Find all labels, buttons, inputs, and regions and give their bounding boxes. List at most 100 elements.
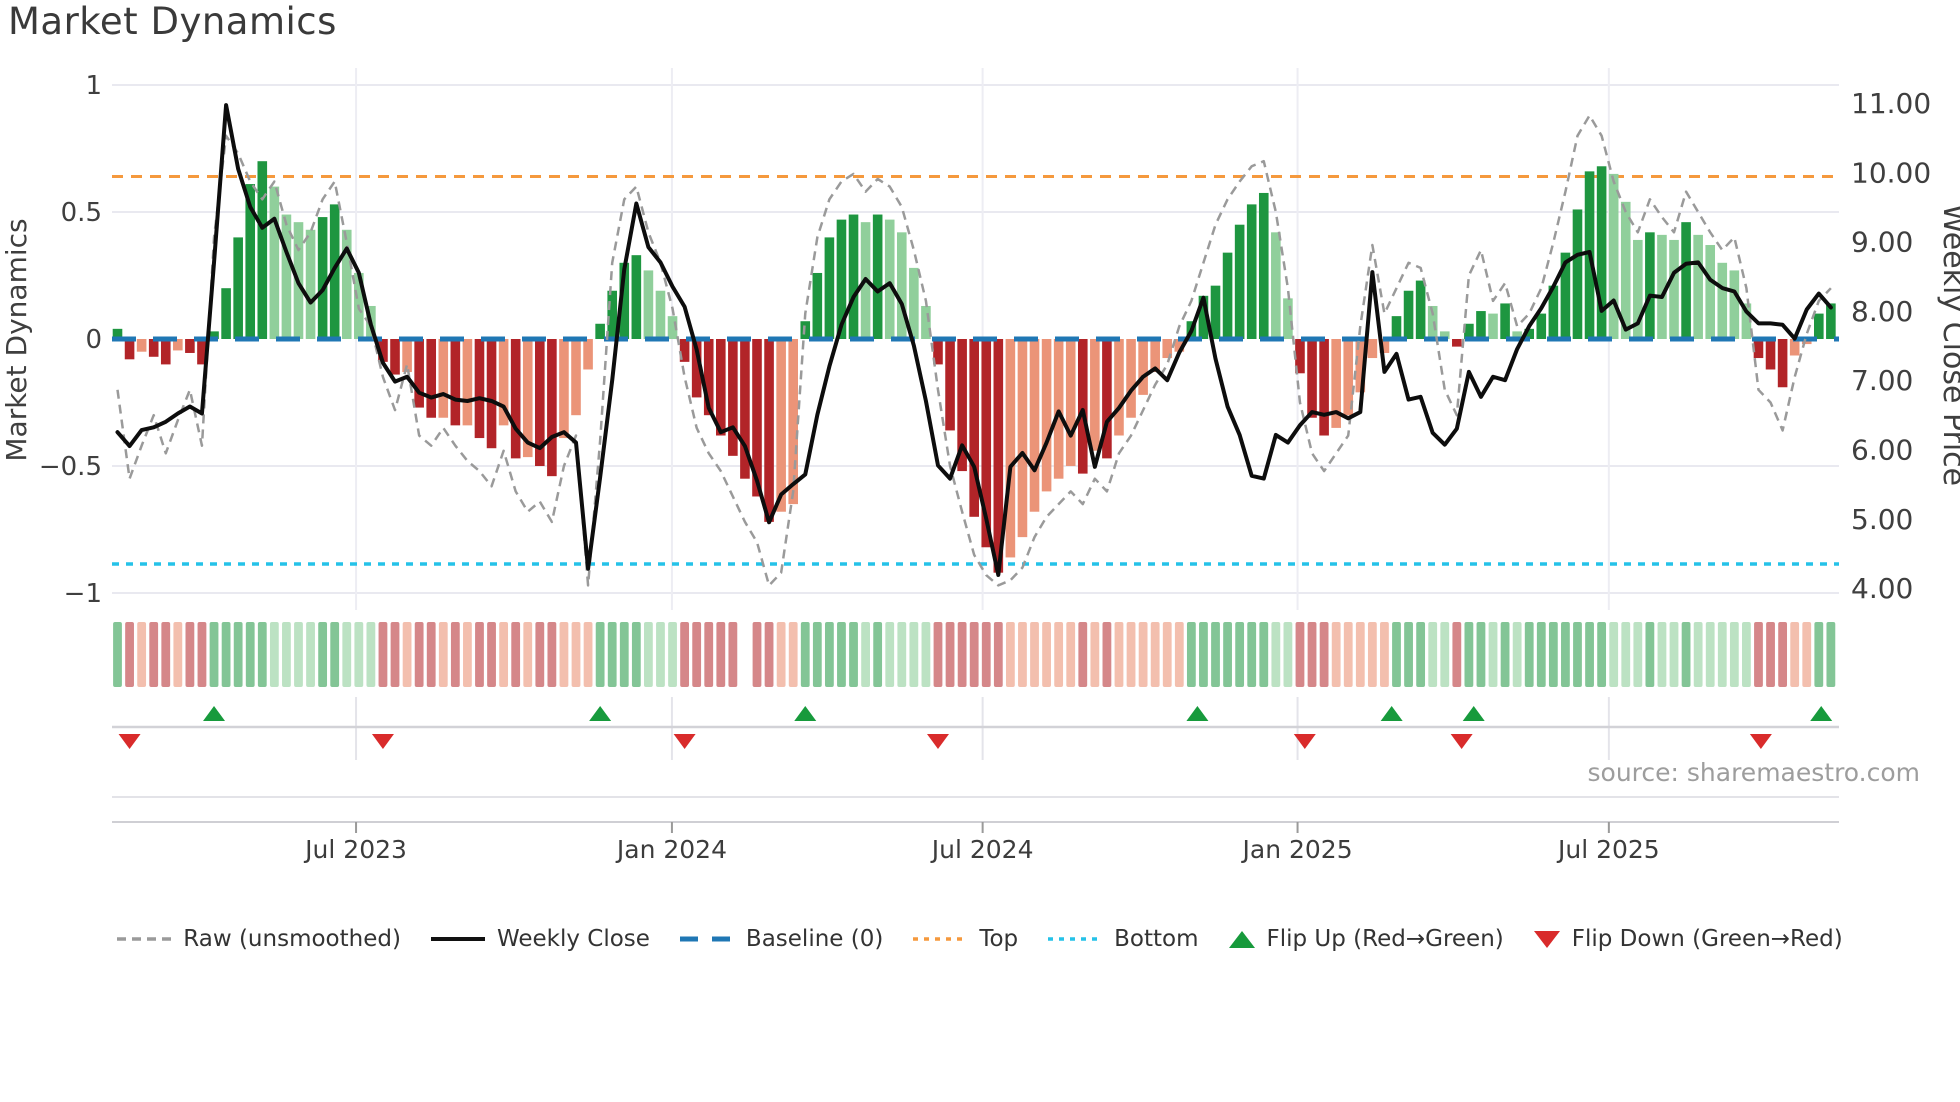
oscillator-bar [1669, 239, 1679, 339]
heatmap-cell [342, 622, 352, 687]
heatmap-cell [426, 622, 436, 687]
oscillator-bar [1415, 280, 1426, 339]
heatmap-cell [1090, 622, 1100, 687]
heatmap-cell [885, 622, 895, 687]
y-right-tick-label: 4.00 [1851, 572, 1913, 605]
heatmap-cell [1428, 622, 1438, 687]
legend-item-bottom[interactable]: Bottom [1048, 926, 1199, 952]
y-left-tick-label: 0 [85, 325, 102, 355]
heatmap-cell [1500, 622, 1510, 687]
oscillator-bar [522, 339, 533, 458]
dotted-line-swatch-icon [1048, 937, 1103, 941]
heatmap-cell [173, 622, 183, 687]
heatmap-cell [475, 622, 484, 687]
heatmap-cell [969, 622, 979, 687]
heatmap-cell [499, 622, 509, 687]
legend-item-raw-unsmoothed[interactable]: Raw (unsmoothed) [117, 926, 401, 952]
heatmap-cell [861, 622, 870, 687]
oscillator-bar [1307, 339, 1317, 418]
heatmap-cell [294, 622, 303, 687]
y-left-tick-label: −1 [64, 579, 102, 609]
y-left-axis-title: Market Dynamics [0, 218, 33, 461]
heatmap-cell [897, 622, 907, 687]
oscillator-bar [438, 339, 449, 418]
flip-up-triangle-icon [1462, 706, 1485, 721]
heatmap-cell [981, 622, 991, 687]
heatmap-cell [161, 622, 171, 687]
heatmap-cell [559, 622, 569, 687]
heatmap-cell [921, 622, 931, 687]
legend-item-weekly-close[interactable]: Weekly Close [430, 926, 650, 952]
oscillator-bar [1705, 245, 1716, 339]
y-right-tick-label: 8.00 [1851, 295, 1913, 328]
oscillator-bar [1174, 339, 1185, 352]
heatmap-cell [257, 622, 267, 687]
heatmap-cell [137, 622, 147, 687]
heatmap-cell [800, 622, 810, 687]
heatmap-cell [812, 622, 822, 687]
heatmap-cell [607, 622, 617, 687]
heatmap-cell [752, 622, 762, 687]
oscillator-bar [136, 339, 147, 352]
solid-line-swatch-icon [430, 937, 485, 941]
oscillator-bar [1439, 331, 1450, 339]
oscillator-bar [945, 339, 955, 431]
oscillator-bar [619, 262, 630, 339]
legend-item-flip-down-green-red[interactable]: Flip Down (Green→Red) [1533, 926, 1843, 952]
oscillator-bar [1295, 339, 1305, 374]
oscillator-bar [1729, 270, 1740, 339]
oscillator-bar [957, 339, 967, 472]
oscillator-bar [535, 339, 545, 466]
oscillator-bar [1090, 339, 1100, 451]
heatmap-cell [1126, 622, 1136, 687]
chart-legend: Raw (unsmoothed) Weekly Close Baseline (0)… [0, 926, 1960, 952]
heatmap-cell [438, 622, 448, 687]
oscillator-bar [691, 339, 702, 398]
oscillator-bar [788, 339, 798, 505]
oscillator-bar [462, 339, 473, 426]
flip-down-triangle-icon [371, 734, 394, 749]
flip-up-triangle-icon [1186, 706, 1209, 721]
oscillator-bar [1596, 166, 1607, 339]
y-right-tick-label: 10.00 [1851, 156, 1931, 189]
heatmap-cell [595, 622, 605, 687]
heatmap-cell [1162, 622, 1172, 687]
oscillator-bar [160, 339, 171, 365]
legend-item-baseline-0[interactable]: Baseline (0) [679, 926, 883, 952]
oscillator-bar [848, 214, 859, 339]
oscillator-bar [571, 339, 581, 416]
heatmap-cell [1102, 622, 1112, 687]
oscillator-bar [1608, 173, 1619, 339]
oscillator-bar [124, 339, 135, 360]
oscillator-bar [824, 237, 835, 339]
heatmap-cell [583, 622, 593, 687]
source-attribution: source: sharemaestro.com [1587, 758, 1921, 787]
heatmap-cell [547, 622, 557, 687]
heatmap-cell [1054, 622, 1064, 687]
oscillator-bar [1560, 252, 1571, 339]
heatmap-cell [1802, 622, 1812, 687]
x-tick-label: Jan 2025 [1241, 835, 1353, 864]
oscillator-bar [1198, 295, 1209, 339]
oscillator-bar [1645, 232, 1655, 339]
oscillator-bar [1657, 234, 1667, 339]
legend-label: Raw (unsmoothed) [183, 926, 401, 952]
legend-item-top[interactable]: Top [913, 926, 1018, 952]
heatmap-cell [1042, 622, 1051, 687]
oscillator-bar [426, 339, 437, 418]
dotted-line-swatch-icon [913, 937, 968, 941]
flip-down-triangle-icon [118, 734, 141, 749]
heatmap-cell [402, 622, 412, 687]
oscillator-bar [390, 339, 400, 375]
oscillator-bar [1234, 224, 1245, 339]
heatmap-cell [1331, 622, 1341, 687]
oscillator-bar [221, 288, 231, 339]
oscillator-bar [667, 316, 678, 339]
heatmap-cell [704, 622, 714, 687]
heatmap-cell [1464, 622, 1474, 687]
weekly-close-line [115, 103, 1833, 577]
legend-item-flip-up-red-green[interactable]: Flip Up (Red→Green) [1228, 926, 1504, 952]
flip-up-triangle-icon [1810, 706, 1833, 721]
x-tick-label: Jan 2024 [615, 835, 727, 864]
